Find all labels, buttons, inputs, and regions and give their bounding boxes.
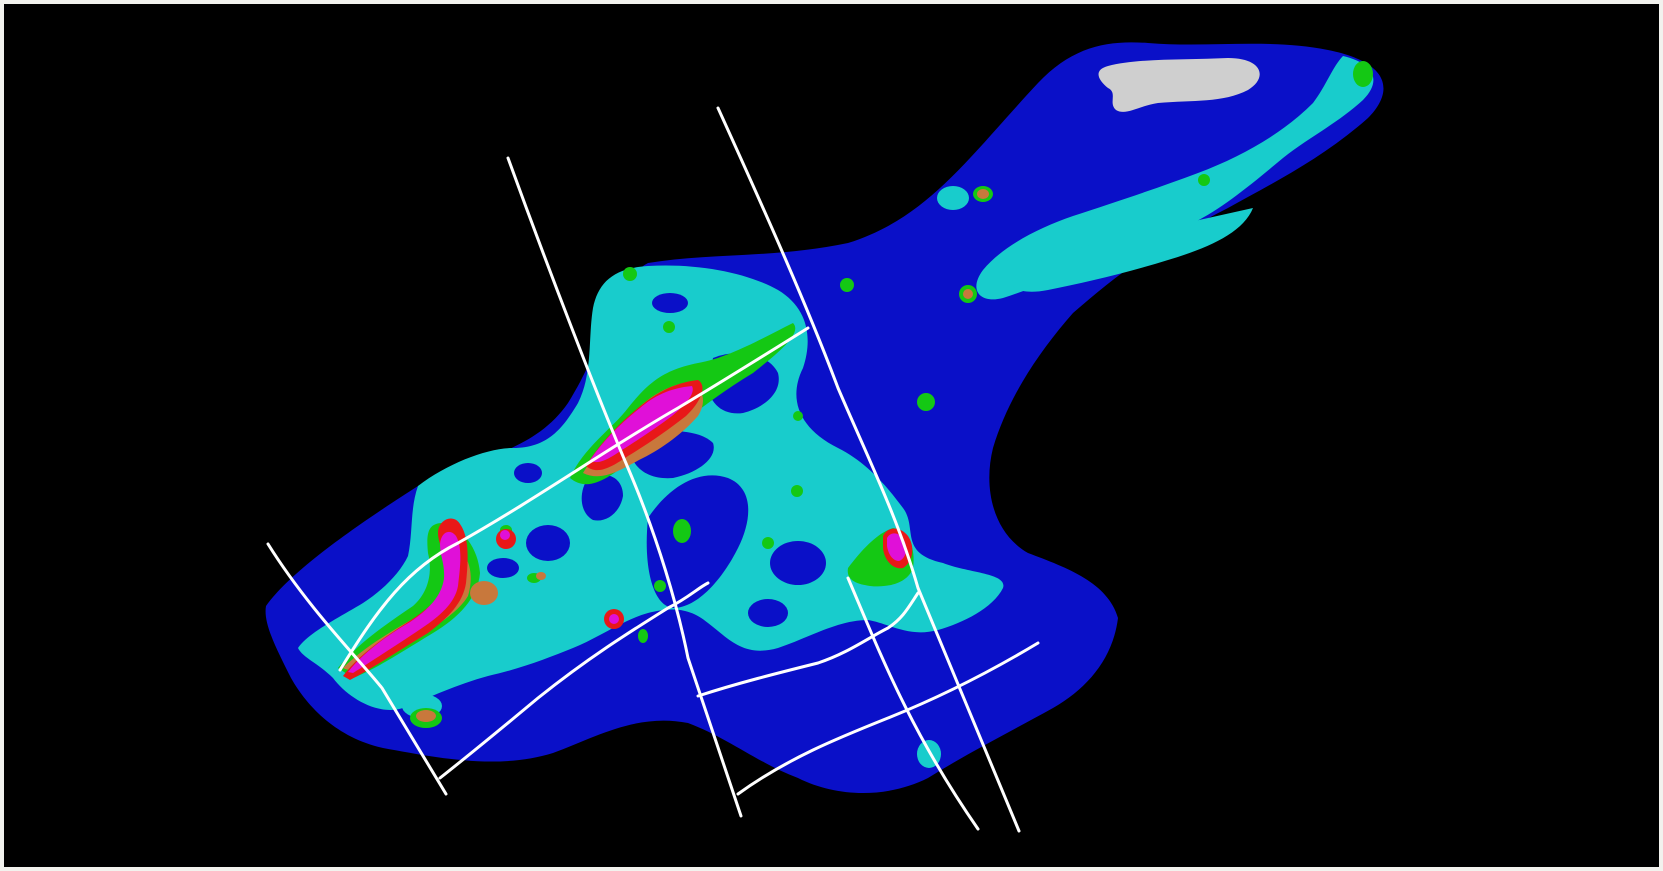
blue-hole-7 [770,541,826,585]
blue-hole-10 [652,293,688,313]
green-spot-4 [1198,174,1210,186]
orange-spot-4 [963,289,973,299]
green-spot-6 [663,321,675,333]
green-spot-12 [793,411,803,421]
magenta-spot-1 [500,530,510,540]
green-spot-5 [623,267,637,281]
green-spot-9 [791,485,803,497]
tie-line-3[interactable] [696,591,920,698]
section-line-4[interactable] [846,576,980,831]
cyan-tongue-upper [976,56,1374,300]
section-line-3[interactable] [716,106,1021,833]
blue-hole-5 [514,463,542,483]
cyan-tongue-mid [1012,208,1253,292]
grey-patch [1098,58,1260,112]
green-spot-10 [673,519,691,543]
blue-hole-6 [526,525,570,561]
tie-line-4[interactable] [736,641,1040,796]
green-spot-11 [762,537,774,549]
blue-hole-8 [748,599,788,627]
tie-line-1[interactable] [338,326,810,672]
green-spot-1 [1353,61,1373,87]
contour-map[interactable] [8,8,1663,871]
section-line-1[interactable] [266,542,448,796]
section-line-2[interactable] [506,156,743,818]
magenta-zone-main [590,386,693,463]
green-spot-7 [840,278,854,292]
blue-hole-4 [581,474,623,521]
green-spot-14 [638,629,648,643]
blue-hole-9 [487,558,519,578]
orange-spot-1 [470,581,498,605]
green-spot-8 [917,393,935,411]
orange-spot-3 [977,189,989,199]
magenta-zone-west [348,531,461,673]
tie-line-2[interactable] [438,581,710,780]
orange-spot-2 [416,710,436,722]
blue-hole-1 [646,475,749,608]
survey-lines [266,106,1040,833]
green-spot-13 [654,580,666,592]
cyan-blob-east [937,186,969,210]
orange-spot-5 [536,572,546,580]
magenta-spot-2 [609,614,619,624]
